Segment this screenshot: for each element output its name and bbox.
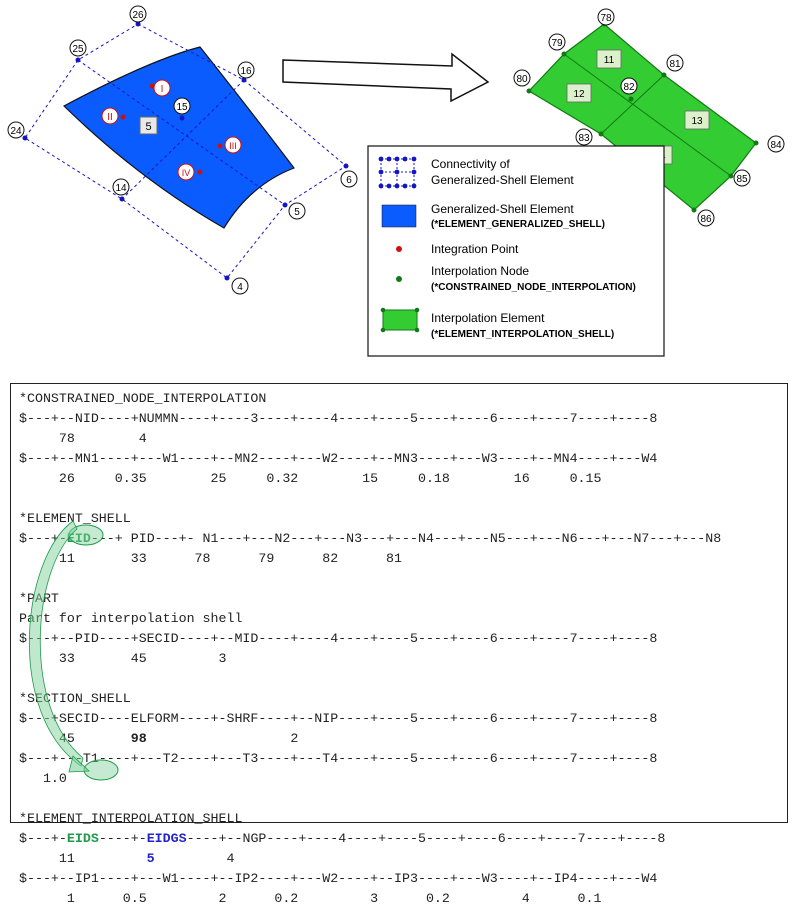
keyword-deck-text: *CONSTRAINED_NODE_INTERPOLATION $---+--N… [19,389,721,909]
node-label: 24 [10,126,22,137]
legend-label: Connectivity of [431,157,510,171]
ss-keyword: *SECTION_SHELL [19,691,131,706]
ss-row-1-a: 45 [19,731,131,746]
ss-row-1-b: 2 [146,731,299,746]
node-label: 26 [132,10,144,21]
legend-label: Interpolation Element [431,311,545,325]
node-label: 79 [551,38,563,49]
part-keyword: *PART [19,591,59,606]
legend-sublabel: (*ELEMENT_INTERPOLATION_SHELL) [431,329,614,340]
eis-header-a: $---+- [19,831,67,846]
node-label: 25 [72,44,84,55]
integration-point-icon [396,246,402,252]
node-label: 81 [669,59,681,70]
legend-sublabel: (*CONSTRAINED_NODE_INTERPOLATION) [431,282,636,293]
interpolation-node-icon [396,276,402,282]
connectivity-icon [378,156,417,189]
shell-node-labels: 26 25 16 24 15 6 14 5 4 [7,5,358,295]
legend-frame [367,145,665,357]
node-label: 83 [578,133,590,144]
node-label: 82 [623,82,635,93]
node-label: 15 [176,102,188,113]
es-header-b: ---+ PID---+- N1---+---N2---+---N3---+--… [90,531,722,546]
cni-keyword: *CONSTRAINED_NODE_INTERPOLATION [19,391,267,406]
integration-point-label: I [161,84,164,95]
eis-header-eids: EIDS [66,831,99,846]
node-label: 80 [516,74,528,85]
eis-keyword: *ELEMENT_INTERPOLATION_SHELL [19,811,243,826]
interp-element-label: 11 [604,55,615,66]
eis-header-eidgs: EIDGS [146,831,187,846]
interp-element-labels: 11 12 13 14 [566,49,710,165]
integration-points: I II III IV [101,79,242,181]
interpolation-element-icon [380,307,420,333]
cni-row-2: 26 0.35 25 0.32 15 0.18 16 0.15 [19,471,602,486]
shell-label-box [139,116,158,135]
generalized-shell-surface [62,46,295,229]
legend-label: Integration Point [431,242,519,256]
interp-element-label: 12 [573,89,585,100]
eis-row-b: 4 [154,851,235,866]
cni-row-1: 78 4 [19,431,147,446]
shell-label: 5 [145,121,151,133]
node-label: 6 [346,175,352,186]
node-label: 14 [115,183,127,194]
node-label: 86 [700,214,712,225]
legend-label: Generalized-Shell Element [431,202,574,216]
node-label: 5 [294,207,300,218]
part-header: $---+--PID----+SECID----+--MID----+----4… [19,631,658,646]
integration-point-label: IV [182,168,191,178]
node-label: 16 [240,66,252,77]
eis-header-b: ----+- [98,831,147,846]
node-label: 85 [736,174,748,185]
legend: Connectivity of Generalized-Shell Elemen… [367,145,665,357]
legend-sublabel: (*ELEMENT_GENERALIZED_SHELL) [431,219,605,230]
node-label: 78 [600,13,612,24]
ss-row-1-elform: 98 [130,731,147,746]
ss-header-2: $---+---T1----+---T2----+---T3----+---T4… [19,751,658,766]
interpolation-nodes [526,21,759,213]
cni-header-1: $---+--NID----+NUMMN----+----3----+----4… [19,411,658,426]
eis-header-2: $---+--IP1----+---W1----+--IP2----+---W2… [19,871,658,886]
element-diagram: 5 26 25 16 24 15 6 14 5 4 I II III IV [7,5,785,357]
legend-label: Interpolation Node [431,264,529,278]
es-header-eid: EID [66,531,91,546]
es-header-a: $---+- [19,531,67,546]
transform-arrow [282,52,490,103]
es-keyword: *ELEMENT_SHELL [19,511,131,526]
eis-row-eidgs: 5 [146,851,155,866]
ss-header-1: $---+SECID----ELFORM----+-SHRF----+--NIP… [19,711,658,726]
interp-element-label: 13 [691,116,703,127]
ss-row-2: 1.0 [19,771,67,786]
cni-header-2: $---+--MN1----+---W1----+--MN2----+---W2… [19,451,658,466]
part-row: 33 45 3 [19,651,227,666]
shell-nodes [22,21,349,281]
eis-row-2: 1 0.5 2 0.2 3 0.2 4 0.1 [19,891,602,906]
eis-header-c: ----+--NGP----+----4----+----5----+----6… [186,831,666,846]
integration-point-label: III [229,141,237,151]
legend-label: Generalized-Shell Element [431,173,574,187]
keyword-deck: *CONSTRAINED_NODE_INTERPOLATION $---+--N… [10,383,788,906]
eis-row-a: 11 [19,851,147,866]
generalized-shell-icon [381,204,417,228]
interp-node-labels: 78 79 81 80 82 84 83 85 86 [513,8,785,227]
node-label: 4 [237,282,243,293]
part-title: Part for interpolation shell [19,611,243,626]
connectivity-lines [24,23,347,279]
es-row: 11 33 78 79 82 81 [19,551,403,566]
integration-point-label: II [107,112,113,123]
node-label: 84 [770,140,782,151]
